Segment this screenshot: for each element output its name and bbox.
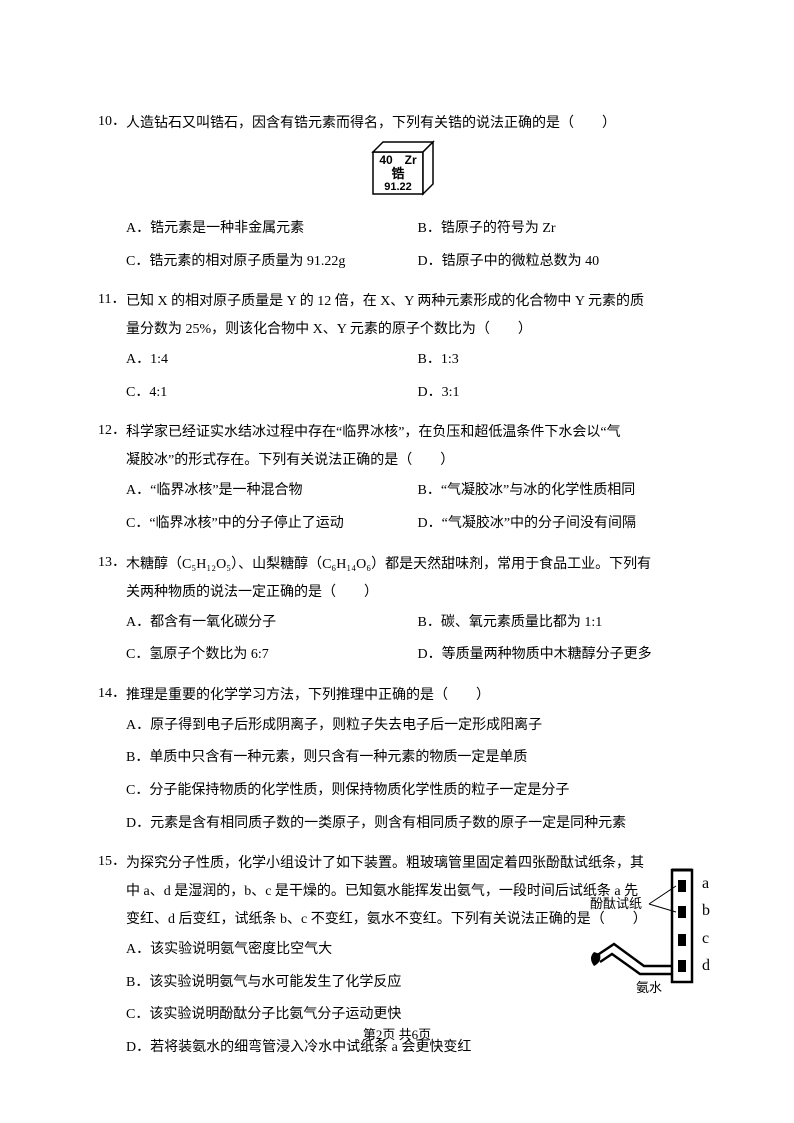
q11-stem: 已知 X 的相对原子质量是 Y 的 12 倍，在 X、Y 两种元素形成的化合物中… [126,288,709,344]
q11-option-c: C．4:1 [126,377,418,410]
question-10: 10． 人造钻石又叫锆石，因含有锆元素而得名，下列有关锆的说法正确的是（ ） 4… [98,110,709,278]
q11-options: A．1:4 B．1:3 C．4:1 D．3:1 [126,344,709,409]
q14-option-c: C．分子能保持物质的化学性质，则保持物质化学性质的粒子一定是分子 [126,775,709,808]
q12-stem-line1: 科学家已经证实水结冰过程中存在“临界冰核”，在负压和超低温条件下水会以“气 [126,425,621,440]
q15-option-b: B．该实验说明氨气与水可能发生了化学反应 [126,967,546,1000]
svg-text:锆: 锆 [391,166,404,181]
q10-option-a: A．锆元素是一种非金属元素 [126,213,418,246]
svg-text:91.22: 91.22 [384,181,412,193]
q12-stem-line2: 凝胶冰”的形式存在。下列有关说法正确的是（ ） [126,453,454,468]
svg-text:酚酞试纸: 酚酞试纸 [590,896,642,911]
question-13: 13． 木糖醇（C₅H₁₂O₅）、山梨糖醇（C₆H₁₄O₆）都是天然甜味剂，常用… [98,551,709,672]
svg-text:d: d [702,957,710,974]
q12-options: A．“临界冰核”是一种混合物 B．“气凝胶冰”与冰的化学性质相同 C．“临界冰核… [126,475,709,540]
q15-option-a: A．该实验说明氨气密度比空气大 [126,934,546,967]
q13-stem-line2: 关两种物质的说法一定正确的是（ ） [126,585,378,600]
q11-number: 11． [98,288,126,308]
q12-option-b: B．“气凝胶冰”与冰的化学性质相同 [418,475,710,508]
q13-stem: 木糖醇（C₅H₁₂O₅）、山梨糖醇（C₆H₁₄O₆）都是天然甜味剂，常用于食品工… [126,551,709,607]
q11-stem-line1: 已知 X 的相对原子质量是 Y 的 12 倍，在 X、Y 两种元素形成的化合物中… [126,294,644,309]
q14-option-b: B．单质中只含有一种元素，则只含有一种元素的物质一定是单质 [126,742,709,775]
question-11: 11． 已知 X 的相对原子质量是 Y 的 12 倍，在 X、Y 两种元素形成的… [98,288,709,409]
q15-number: 15． [98,850,126,870]
svg-text:c: c [702,930,709,947]
q12-option-c: C．“临界冰核”中的分子停止了运动 [126,508,418,541]
svg-text:b: b [702,902,710,919]
q11-stem-line2: 量分数为 25%，则该化合物中 X、Y 元素的原子个数比为（ ） [126,322,532,337]
svg-text:a: a [702,875,709,892]
q10-option-d: D．锆原子中的微粒总数为 40 [418,246,710,279]
question-12: 12． 科学家已经证实水结冰过程中存在“临界冰核”，在负压和超低温条件下水会以“… [98,419,709,540]
q15-options: A．该实验说明氨气密度比空气大 B．该实验说明氨气与水可能发生了化学反应 C．该… [126,934,546,1064]
q14-stem: 推理是重要的化学学习方法，下列推理中正确的是（ ） [126,682,709,710]
q10-option-b: B．锆原子的符号为 Zr [418,213,710,246]
q11-option-a: A．1:4 [126,344,418,377]
svg-text:氨水: 氨水 [636,980,662,995]
element-box: 40 Zr 锆 91.22 [98,140,709,209]
svg-text:40 Zr: 40 Zr [379,153,417,167]
q10-stem: 人造钻石又叫锆石，因含有锆元素而得名，下列有关锆的说法正确的是（ ） [126,110,709,138]
q15-figure: a b c d 酚酞试纸 氨水 [544,866,724,996]
q14-number: 14． [98,682,126,702]
q14-options: A．原子得到电子后形成阴离子，则粒子失去电子后一定形成阳离子 B．单质中只含有一… [126,710,709,840]
q13-option-a: A．都含有一氧化碳分子 [126,607,418,640]
q11-option-d: D．3:1 [418,377,710,410]
q12-option-a: A．“临界冰核”是一种混合物 [126,475,418,508]
q13-options: A．都含有一氧化碳分子 B．碳、氧元素质量比都为 1:1 C．氢原子个数比为 6… [126,607,709,672]
q13-number: 13． [98,551,126,571]
q14-option-d: D．元素是含有相同质子数的一类原子，则含有相同质子数的原子一定是同种元素 [126,808,709,841]
q12-option-d: D．“气凝胶冰”中的分子间没有间隔 [418,508,710,541]
q11-option-b: B．1:3 [418,344,710,377]
q14-option-a: A．原子得到电子后形成阴离子，则粒子失去电子后一定形成阳离子 [126,710,709,743]
q10-number: 10． [98,110,126,130]
page-footer: 第2页 共6页 [0,1024,794,1043]
q13-option-d: D．等质量两种物质中木糖醇分子更多 [418,639,710,672]
q13-option-c: C．氢原子个数比为 6:7 [126,639,418,672]
q12-number: 12． [98,419,126,439]
q10-options: A．锆元素是一种非金属元素 B．锆原子的符号为 Zr C．锆元素的相对原子质量为… [126,213,709,278]
q13-option-b: B．碳、氧元素质量比都为 1:1 [418,607,710,640]
q12-stem: 科学家已经证实水结冰过程中存在“临界冰核”，在负压和超低温条件下水会以“气 凝胶… [126,419,709,475]
question-14: 14． 推理是重要的化学学习方法，下列推理中正确的是（ ） A．原子得到电子后形… [98,682,709,840]
q13-stem-line1: 木糖醇（C₅H₁₂O₅）、山梨糖醇（C₆H₁₄O₆）都是天然甜味剂，常用于食品工… [126,557,651,572]
q10-option-c: C．锆元素的相对原子质量为 91.22g [126,246,418,279]
